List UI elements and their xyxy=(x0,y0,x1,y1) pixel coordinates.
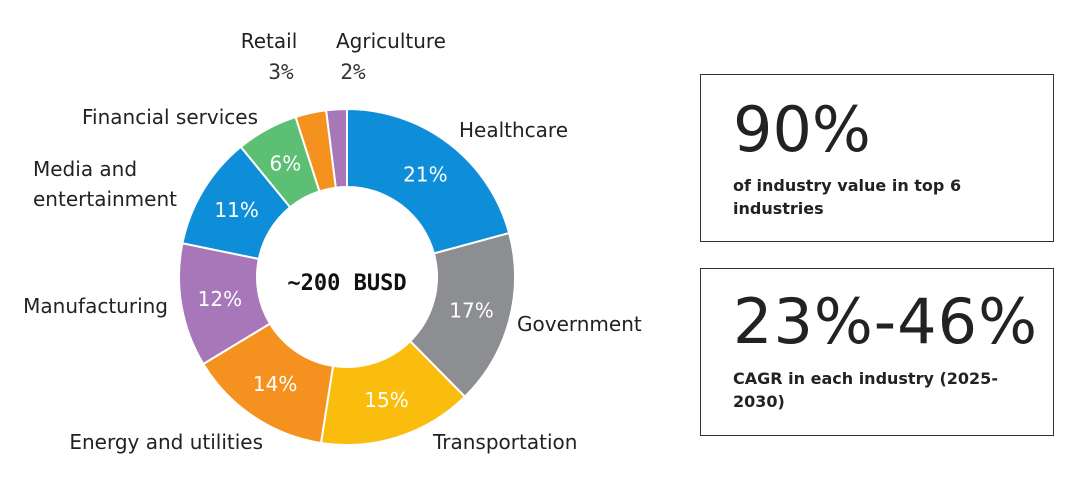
stat-box-cagr: 23%-46% CAGR in each industry (2025-2030… xyxy=(700,268,1054,436)
stat-box-industry-share: 90% of industry value in top 6 industrie… xyxy=(700,74,1054,242)
value-label-financial-services: 6% xyxy=(270,152,302,176)
category-label-transportation: Transportation xyxy=(432,430,577,454)
category-label-energy-and-utilities: Energy and utilities xyxy=(69,430,263,454)
category-label-government: Government xyxy=(517,312,642,336)
category-label-financial-services: Financial services xyxy=(82,105,258,129)
value-label-manufacturing: 12% xyxy=(198,287,242,311)
category-label-agriculture: Agriculture xyxy=(336,29,446,53)
donut-chart: 21% Healthcare 17% Government 15% Transportat… xyxy=(23,29,642,454)
value-label-media-and-entertainment: 11% xyxy=(214,198,258,222)
category-label-retail: Retail xyxy=(241,29,298,53)
stat-value: 23%-46% xyxy=(733,285,1038,358)
value-label-government: 17% xyxy=(449,299,493,323)
stat-description: CAGR in each industry (2025-2030) xyxy=(733,369,998,411)
category-label-manufacturing: Manufacturing xyxy=(23,294,168,318)
slice-healthcare xyxy=(346,107,511,255)
slice-agriculture xyxy=(325,107,348,189)
stat-value: 90% xyxy=(733,93,871,166)
value-label-retail: 3% xyxy=(268,60,294,84)
value-label-transportation: 15% xyxy=(364,388,408,412)
donut-labels: 21% Healthcare 17% Government 15% Transportat… xyxy=(23,29,642,454)
value-label-energy-and-utilities: 14% xyxy=(253,372,297,396)
value-label-healthcare: 21% xyxy=(403,163,447,187)
stat-description: of industry value in top 6 industries xyxy=(733,176,962,218)
category-label-media-and-entertainment: Media and entertainment xyxy=(33,157,177,211)
value-label-agriculture: 2% xyxy=(340,60,366,84)
center-label: ~200 BUSD xyxy=(287,271,406,296)
category-label-healthcare: Healthcare xyxy=(459,118,568,142)
donut-slices xyxy=(178,107,516,446)
